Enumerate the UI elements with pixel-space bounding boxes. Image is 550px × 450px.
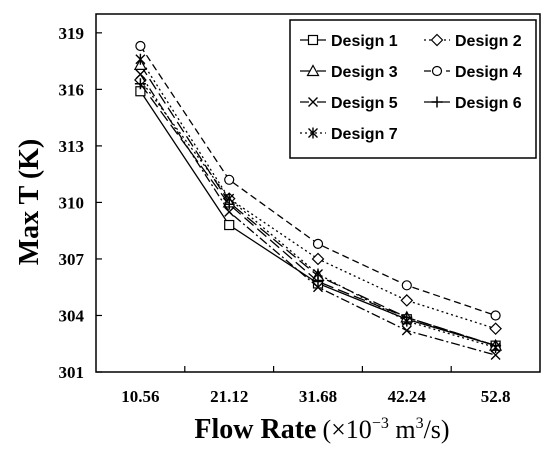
- data-point: [431, 96, 443, 108]
- plot-frame: [95, 13, 541, 373]
- x-tick-label: 10.56: [121, 387, 159, 406]
- x-tick-label: 42.24: [388, 387, 427, 406]
- data-point: [490, 310, 501, 321]
- legend-label: Design 3: [331, 64, 398, 81]
- x-axis-title-unit-exp: −3: [372, 415, 389, 432]
- data-point: [224, 206, 235, 217]
- data-point: [400, 294, 414, 307]
- data-point: [401, 325, 412, 336]
- data-point: [306, 64, 320, 77]
- legend-item: Design 1: [300, 33, 398, 50]
- data-point: [134, 78, 146, 90]
- x-axis-title-unit-prefix: (×10: [322, 415, 371, 444]
- data-point: [431, 65, 443, 77]
- y-tick-label: 307: [59, 250, 85, 269]
- legend-item: Design 7: [300, 126, 398, 143]
- x-axis-title: Flow Rate (×10−3 m3/s): [194, 414, 449, 445]
- data-point: [135, 40, 146, 52]
- y-tick-label: 301: [59, 363, 85, 382]
- data-point: [311, 252, 325, 266]
- legend-label: Design 5: [331, 95, 398, 112]
- data-point: [307, 34, 319, 46]
- x-axis-title-unit-exp2: 3: [416, 415, 424, 432]
- x-axis-title-unit-mid: m: [389, 415, 416, 444]
- series-layer: [133, 40, 503, 361]
- legend-label: Design 4: [455, 64, 522, 81]
- y-axis-title: Max T (K): [14, 139, 45, 266]
- series-design-5: [135, 69, 501, 361]
- y-tick-label: 319: [59, 24, 85, 43]
- data-point: [430, 33, 444, 47]
- legend: Design 1 Design 2 Design 3 Design 4 Design 5…: [289, 19, 537, 159]
- series-design-4: [135, 40, 501, 321]
- axes: 301 304 307 310 313 316 319 10.56 21.12 31.68 42.2…: [59, 13, 541, 406]
- legend-box: [289, 19, 537, 159]
- x-tick-label: 21.12: [210, 387, 248, 406]
- legend-label: Design 1: [331, 33, 398, 50]
- x-tick-label: 52.8: [481, 387, 511, 406]
- x-tick-label: 31.68: [299, 387, 337, 406]
- legend-item: Design 2: [424, 33, 522, 50]
- legend-item: Design 6: [424, 95, 522, 112]
- y-tick-label: 316: [59, 80, 85, 99]
- data-point: [313, 282, 323, 293]
- y-tick-label: 310: [59, 193, 85, 212]
- data-point: [224, 174, 235, 185]
- series-design-7: [135, 53, 501, 354]
- data-point: [135, 69, 146, 80]
- legend-label: Design 7: [331, 126, 398, 143]
- data-point: [401, 315, 412, 327]
- data-point: [312, 238, 324, 249]
- data-point: [135, 53, 146, 65]
- data-point: [224, 193, 235, 205]
- x-axis-title-unit-suffix: /s): [424, 415, 450, 444]
- data-point: [401, 280, 412, 291]
- y-tick-label: 313: [59, 137, 85, 156]
- legend-item: Design 5: [300, 95, 398, 112]
- series-line: [139, 83, 496, 347]
- data-point: [490, 350, 501, 361]
- data-point: [308, 97, 318, 107]
- legend-label: Design 2: [455, 33, 522, 50]
- data-point: [308, 127, 318, 139]
- y-tick-label: 304: [59, 306, 85, 325]
- legend-label: Design 6: [455, 95, 522, 112]
- data-point: [224, 219, 235, 231]
- legend-item: Design 3: [300, 64, 398, 81]
- legend-item: Design 4: [424, 64, 522, 81]
- data-point: [313, 268, 323, 280]
- data-point: [489, 322, 502, 336]
- data-point: [490, 342, 501, 354]
- x-axis-title-main: Flow Rate: [194, 414, 316, 445]
